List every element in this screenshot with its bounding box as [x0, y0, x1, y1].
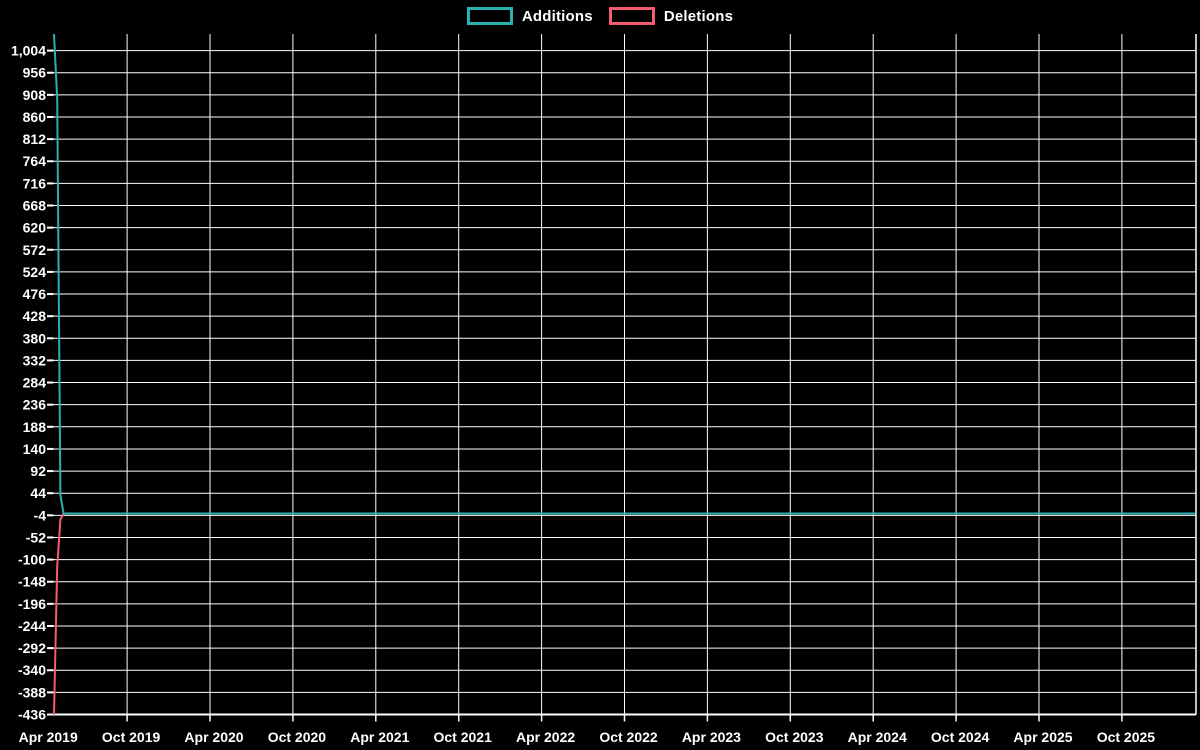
y-tick-label: 44 [30, 485, 46, 501]
y-tick-label: 188 [23, 419, 47, 435]
y-tick-label: -52 [26, 529, 46, 545]
y-tick-label: -148 [18, 574, 46, 590]
y-tick-label: -196 [18, 596, 46, 612]
x-tick-label: Apr 2023 [682, 729, 741, 745]
y-tick-label: 1,004 [11, 43, 46, 59]
y-tick-label: -388 [18, 684, 46, 700]
x-tick-label: Oct 2025 [1097, 729, 1156, 745]
axes [47, 34, 1197, 722]
x-tick-label: Oct 2019 [102, 729, 161, 745]
additions-swatch-icon [466, 7, 513, 25]
gridlines [53, 34, 1196, 715]
y-tick-label: 92 [30, 463, 46, 479]
chart-legend: Additions Deletions [0, 7, 1200, 25]
y-tick-label: 140 [23, 441, 47, 457]
y-tick-label: 428 [23, 308, 47, 324]
y-tick-label: -436 [18, 707, 46, 723]
y-tick-label: -340 [18, 662, 46, 678]
y-tick-label: 908 [23, 87, 47, 103]
y-tick-label: 284 [23, 375, 47, 391]
y-tick-label: 716 [23, 175, 47, 191]
legend-item-deletions: Deletions [608, 7, 734, 25]
x-tick-label: Apr 2019 [19, 729, 78, 745]
y-tick-label: 236 [23, 397, 47, 413]
y-tick-label: 332 [23, 352, 47, 368]
y-axis-labels: 1,004 956 908 860 812 764 716 668 620 572 524 476 42… [11, 43, 46, 723]
legend-label-deletions: Deletions [663, 7, 734, 25]
y-tick-label: 860 [23, 109, 47, 125]
y-tick-label: 476 [23, 286, 47, 302]
legend-label-additions: Additions [521, 7, 593, 25]
y-tick-label: 572 [23, 242, 47, 258]
deletions-swatch-icon [608, 7, 655, 25]
series-lines [53, 33, 1196, 715]
y-tick-label: -244 [18, 618, 46, 634]
x-axis-labels: Apr 2019 Oct 2019 Apr 2020 Oct 2020 Apr 2021… [19, 729, 1156, 745]
y-tick-label: 764 [23, 153, 47, 169]
y-tick-label: -100 [18, 552, 46, 568]
x-tick-label: Apr 2022 [516, 729, 575, 745]
x-tick-label: Apr 2020 [184, 729, 243, 745]
y-tick-label: -4 [34, 507, 47, 523]
y-tick-label: -292 [18, 640, 46, 656]
y-tick-label: 668 [23, 198, 47, 214]
x-tick-label: Oct 2024 [931, 729, 990, 745]
x-tick-label: Oct 2022 [599, 729, 658, 745]
y-tick-label: 524 [23, 264, 47, 280]
x-tick-label: Oct 2023 [765, 729, 824, 745]
x-tick-label: Apr 2024 [848, 729, 907, 745]
y-tick-label: 380 [23, 330, 47, 346]
y-tick-label: 956 [23, 65, 47, 81]
legend-item-additions: Additions [466, 7, 593, 25]
additions-line [53, 33, 1196, 515]
x-tick-label: Apr 2025 [1013, 729, 1072, 745]
x-tick-label: Apr 2021 [350, 729, 409, 745]
x-tick-label: Oct 2021 [434, 729, 493, 745]
y-tick-label: 620 [23, 220, 47, 236]
y-tick-label: 812 [23, 131, 47, 147]
x-tick-label: Oct 2020 [268, 729, 327, 745]
